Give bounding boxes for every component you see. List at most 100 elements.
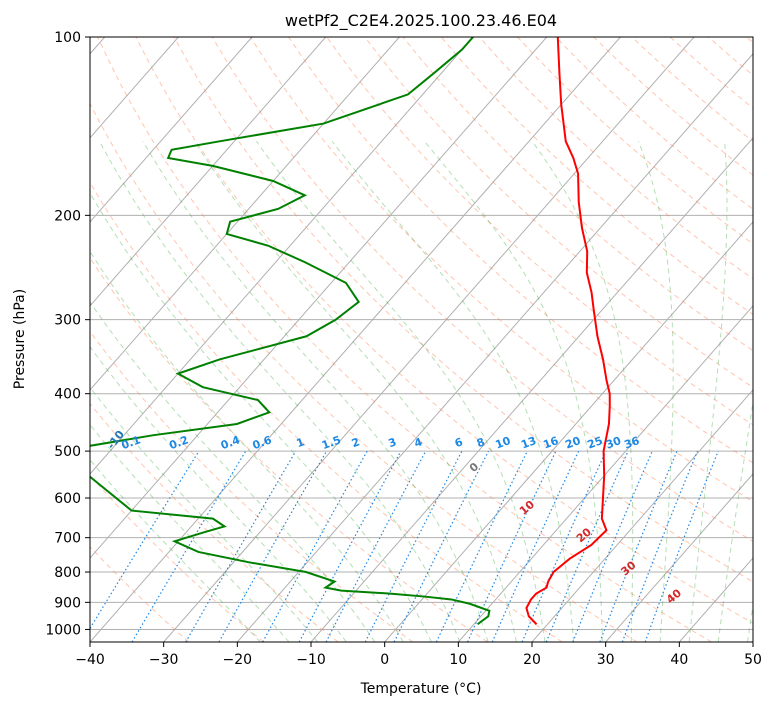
dry-adiabat-line xyxy=(97,37,712,642)
mixing-ratio-line xyxy=(621,450,699,642)
mixing-ratio-line xyxy=(90,450,200,630)
mixing-ratio-label: 8 xyxy=(475,435,487,450)
mixing-ratio-label: 4 xyxy=(412,435,424,450)
mixing-ratio-line xyxy=(262,450,368,642)
dry-adiabat-line xyxy=(402,37,753,352)
moist-adiabat-line xyxy=(331,141,575,642)
chart-title: wetPf2_C2E4.2025.100.23.46.E04 xyxy=(285,11,557,31)
dry-adiabat-line xyxy=(746,37,753,44)
dry-adiabat-line xyxy=(440,37,753,316)
isotherm-gridlines xyxy=(90,37,753,642)
y-tick-label: 900 xyxy=(54,595,81,611)
mixing-ratio-label: 30 xyxy=(604,434,623,452)
dry-adiabat-line xyxy=(90,181,563,642)
isotherm-line xyxy=(90,37,400,391)
mixing-ratio-label: 1 xyxy=(295,435,307,450)
x-tick-label: 50 xyxy=(744,652,762,668)
plot-area: -100-90-80-70-60-50-40-30-20-100.10.20.4… xyxy=(21,37,753,642)
mixing-ratio-label: 1.5 xyxy=(320,433,343,452)
moist-adiabat-line xyxy=(256,141,546,642)
mixing-ratio-label: 25 xyxy=(586,434,605,451)
dry-adiabat-line xyxy=(555,37,753,210)
isotherm-line xyxy=(163,37,695,642)
mixing-ratio-line xyxy=(325,450,427,642)
mixing-ratio-line xyxy=(298,450,402,642)
mixing-ratio-label: 36 xyxy=(622,434,641,452)
moist-adiabat-line xyxy=(531,141,634,642)
moist-adiabat-line xyxy=(638,141,674,642)
y-tick-label: 1000 xyxy=(45,622,81,638)
plot-frame xyxy=(89,36,754,643)
isotherm-line xyxy=(531,389,753,642)
dry-adiabat-line xyxy=(90,545,190,642)
moist-adiabat-label: 10 xyxy=(517,498,537,518)
isotherm-line xyxy=(90,37,253,223)
mixing-ratio-line xyxy=(393,450,490,642)
dry-adiabat-label: -20 xyxy=(21,396,44,420)
mixing-ratio-line xyxy=(364,450,463,642)
mixing-ratio-line xyxy=(491,450,580,642)
isotherm-line xyxy=(457,305,753,642)
moist-adiabat-label: 30 xyxy=(618,558,638,578)
dry-adiabat-line xyxy=(90,330,414,642)
mixing-ratio-label: 2 xyxy=(350,435,362,450)
dry-adiabat-line xyxy=(90,474,264,642)
dry-adiabat-line xyxy=(90,257,488,642)
mixing-ratio-line xyxy=(644,450,719,642)
y-tick-label: 400 xyxy=(54,387,81,403)
dry-adiabat-line xyxy=(90,102,638,642)
moist-adiabat-line xyxy=(90,192,432,642)
mixing-ratio-lines xyxy=(90,450,719,642)
x-axis-ticks: −40 −30 −20 −10 0 10 20 30 40 50 xyxy=(75,642,762,668)
mixing-ratio-label: 0.6 xyxy=(251,433,274,452)
moist-adiabat-lines xyxy=(90,141,753,642)
moist-adiabat-line xyxy=(424,141,603,642)
moist-adiabat-line xyxy=(688,141,728,642)
y-tick-label: 300 xyxy=(54,313,81,329)
isotherm-line xyxy=(90,37,548,559)
x-tick-label: −40 xyxy=(75,652,105,668)
dry-adiabat-line xyxy=(249,37,753,503)
moist-adiabat-label: 20 xyxy=(574,525,594,545)
moist-adiabat-line xyxy=(90,250,404,642)
isotherm-line xyxy=(236,53,753,642)
mixing-ratio-label: 16 xyxy=(541,434,560,452)
x-tick-label: −10 xyxy=(296,652,326,668)
dry-adiabat-line xyxy=(135,37,753,624)
isotherm-line xyxy=(90,37,474,475)
mixing-ratio-label: 0.4 xyxy=(219,433,242,452)
mixing-ratio-label: 10 xyxy=(494,434,513,452)
y-tick-label: 800 xyxy=(54,565,81,581)
x-tick-label: −20 xyxy=(223,652,253,668)
moist-adiabat-line xyxy=(142,141,489,642)
x-tick-label: 40 xyxy=(670,652,688,668)
y-tick-label: 100 xyxy=(54,30,81,46)
isotherm-line xyxy=(310,137,753,642)
y-tick-label: 600 xyxy=(54,491,81,507)
dry-adiabat-line xyxy=(211,37,753,542)
x-tick-label: 0 xyxy=(380,652,389,668)
moist-adiabat-line xyxy=(90,345,347,642)
x-tick-label: −30 xyxy=(149,652,179,668)
y-tick-label: 700 xyxy=(54,531,81,547)
moist-adiabat-label: 40 xyxy=(664,586,684,606)
mixing-ratio-line xyxy=(572,450,653,642)
dewpoint-line xyxy=(90,37,491,626)
mixing-ratio-label: 6 xyxy=(453,435,465,450)
mixing-ratio-label: 20 xyxy=(564,434,583,452)
temperature-line xyxy=(525,37,611,625)
y-tick-label: 200 xyxy=(54,208,81,224)
mixing-ratio-line xyxy=(218,450,328,642)
mixing-ratio-label: 0.2 xyxy=(167,433,190,452)
dry-adiabat-lines xyxy=(90,37,753,642)
dry-adiabat-line xyxy=(364,37,753,388)
isotherm-line xyxy=(384,221,753,642)
x-tick-label: 30 xyxy=(597,652,615,668)
moist-adiabat-line xyxy=(194,141,517,642)
mixing-ratio-line xyxy=(521,450,607,642)
moist-adiabat-line xyxy=(717,399,753,642)
y-axis-ticks: 100 200 300 400 500 600 700 800 900 1000 xyxy=(45,30,90,638)
mixing-ratio-line xyxy=(545,450,629,642)
isotherm-line xyxy=(90,37,327,307)
